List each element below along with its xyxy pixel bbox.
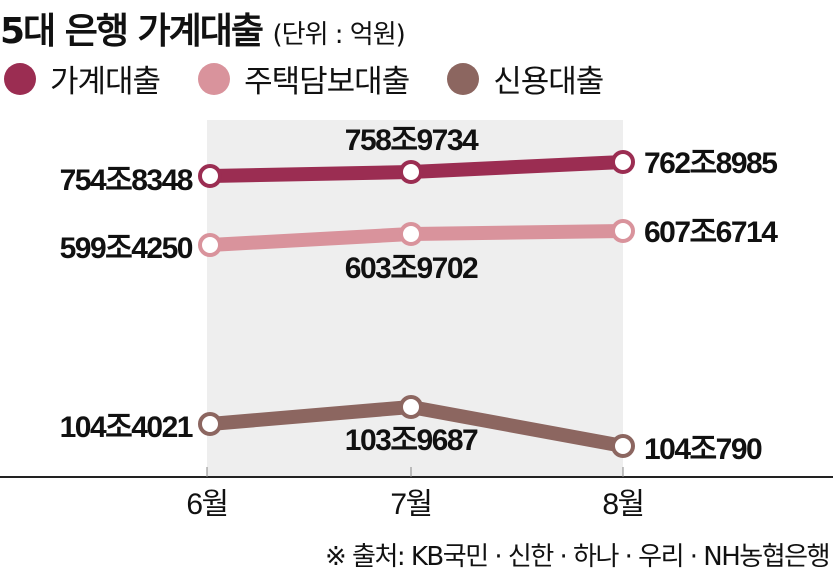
data-label: 607조6714 bbox=[644, 216, 778, 249]
legend-dot-icon bbox=[4, 62, 36, 95]
source-note: ※ 출처: KB국민 · 신한 · 하나 · 우리 · NH농협은행 bbox=[324, 542, 831, 572]
legend-label: 신용대출 bbox=[493, 64, 604, 100]
x-tick-label: 6월 bbox=[186, 488, 227, 521]
legend-item-credit-loans: 신용대출 bbox=[447, 56, 604, 101]
data-label: 599조4250 bbox=[60, 232, 193, 265]
data-point bbox=[611, 219, 635, 243]
legend-item-mortgage-loans: 주택담보대출 bbox=[198, 56, 410, 101]
chart-unit: (단위 : 억원) bbox=[272, 20, 406, 50]
data-label: 603조9702 bbox=[345, 252, 478, 285]
chart-legend: 가계대출 주택담보대출 신용대출 bbox=[4, 56, 641, 101]
data-label: 104조790 bbox=[644, 433, 762, 466]
data-label: 762조8985 bbox=[644, 147, 777, 180]
legend-dot-icon bbox=[198, 62, 231, 95]
data-label: 754조8348 bbox=[60, 164, 193, 197]
chart-title: 5대 은행 가계대출 (단위 : 억원) bbox=[0, 2, 406, 54]
legend-dot-icon bbox=[447, 62, 480, 95]
data-label: 758조9734 bbox=[345, 124, 479, 157]
data-point bbox=[399, 160, 423, 184]
x-tick-label: 8월 bbox=[602, 488, 643, 521]
chart-title-main: 5대 은행 가계대출 bbox=[0, 11, 264, 52]
legend-label: 주택담보대출 bbox=[244, 64, 410, 100]
data-point bbox=[611, 150, 635, 174]
x-tick-label: 7월 bbox=[390, 488, 431, 521]
data-point bbox=[611, 434, 635, 458]
data-point bbox=[198, 233, 222, 257]
legend-item-household-loans: 가계대출 bbox=[4, 56, 161, 101]
data-label: 104조4021 bbox=[60, 411, 193, 444]
data-point bbox=[399, 395, 423, 419]
data-point bbox=[198, 412, 222, 436]
data-point bbox=[198, 164, 222, 188]
data-point bbox=[399, 222, 423, 246]
legend-label: 가계대출 bbox=[50, 64, 161, 100]
data-label: 103조9687 bbox=[345, 424, 478, 457]
